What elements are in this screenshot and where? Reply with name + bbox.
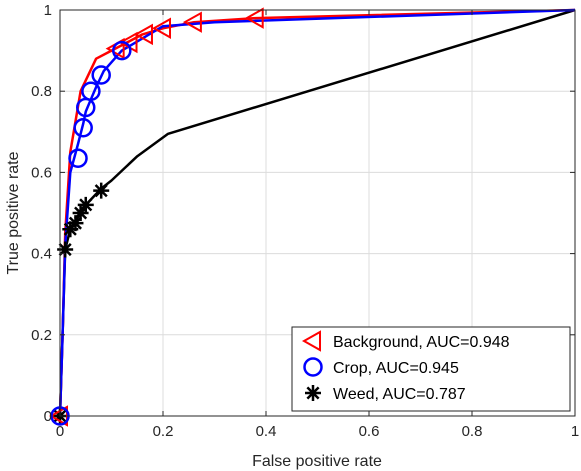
series-marker-2 — [72, 205, 89, 221]
series-marker-0 — [182, 11, 202, 33]
legend-label-background: Background, AUC=0.948 — [333, 334, 510, 351]
x-tick-label: 0.2 — [153, 423, 174, 440]
legend-marker-weed — [305, 385, 321, 401]
series-marker-2 — [77, 196, 94, 213]
series-marker-1 — [81, 81, 101, 101]
x-tick-label: 0.4 — [256, 423, 277, 440]
y-tick-label: 0 — [44, 408, 52, 425]
legend-marker-crop — [303, 357, 323, 377]
series-marker-1 — [68, 148, 88, 168]
x-tick-label: 1 — [571, 423, 579, 440]
series-marker-2 — [67, 215, 84, 232]
legend-marker-shape — [301, 330, 321, 352]
legend-marker-shape — [303, 357, 323, 377]
legend-marker-shape — [305, 385, 321, 401]
series-marker-0 — [151, 17, 171, 39]
series-marker-1 — [91, 65, 111, 85]
legend: Background, AUC=0.948 Crop, AUC=0.945 We… — [291, 326, 571, 412]
series-marker-1 — [112, 40, 132, 61]
series-marker-1 — [73, 117, 93, 138]
x-tick-label: 0.6 — [359, 423, 380, 440]
series-markers — [48, 7, 264, 427]
legend-label-weed: Weed, AUC=0.787 — [333, 386, 466, 403]
series-marker-0 — [244, 7, 264, 29]
y-tick-label: 0.8 — [31, 83, 52, 100]
x-tick-label: 0.8 — [462, 423, 483, 440]
legend-marker-background — [301, 330, 321, 352]
x-tick-label: 0 — [56, 423, 64, 440]
series-marker-0 — [133, 23, 153, 46]
axis-ticks: 0 0.2 0.4 0.6 0.8 1 0 0.2 0.4 0.6 0.8 1 — [31, 2, 579, 440]
series-marker-2 — [93, 182, 110, 199]
y-tick-label: 0.2 — [31, 327, 52, 344]
legend-box — [291, 326, 571, 412]
legend-label-crop: Crop, AUC=0.945 — [333, 360, 459, 377]
x-axis-label: False positive rate — [252, 453, 382, 470]
y-tick-label: 0.4 — [31, 246, 52, 263]
y-axis-label: True positive rate — [5, 151, 22, 274]
y-tick-label: 1 — [44, 2, 52, 19]
y-tick-label: 0.6 — [31, 164, 52, 181]
grid-lines — [59, 9, 576, 417]
plot-frame — [59, 9, 576, 417]
series-marker-2 — [57, 241, 74, 258]
